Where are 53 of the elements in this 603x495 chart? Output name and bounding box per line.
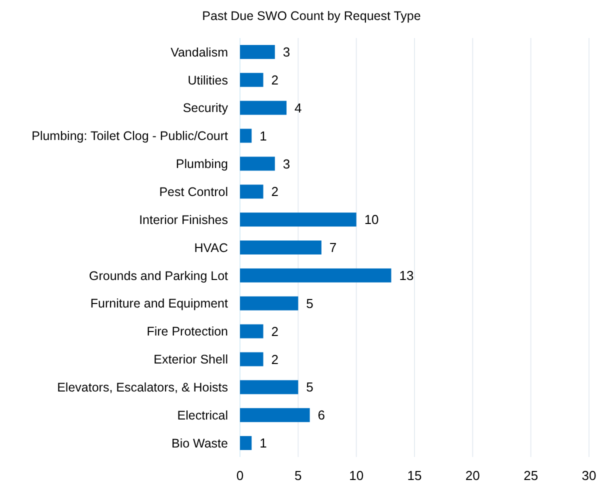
data-label: 6: [318, 408, 326, 423]
data-label: 3: [282, 44, 290, 60]
data-label: 1: [260, 436, 267, 451]
y-tick-label: Plumbing: Toilet Clog - Public/Court: [32, 129, 229, 144]
bar: [240, 436, 252, 450]
data-label: 5: [306, 380, 314, 395]
bar: [240, 44, 275, 59]
x-tick-label: 5: [294, 468, 302, 483]
bar: [240, 184, 264, 199]
data-label: 7: [329, 240, 337, 256]
x-tick-label: 0: [236, 468, 244, 483]
y-tick-label: Utilities: [188, 73, 228, 88]
x-tick-label: 20: [465, 468, 480, 483]
y-tick-label: Pest Control: [159, 185, 228, 200]
data-label: 10: [364, 212, 379, 228]
bar: [240, 156, 275, 171]
x-tick-label: 25: [524, 468, 538, 483]
bar: [240, 268, 392, 282]
bar: [240, 100, 287, 115]
bar: [240, 128, 252, 143]
y-tick-label: Elevators, Escalators, & Hoists: [57, 380, 228, 395]
bar: [240, 212, 356, 227]
y-tick-label: Exterior Shell: [154, 352, 228, 367]
y-tick-label: Vandalism: [170, 45, 228, 60]
bar: [240, 324, 264, 338]
bar: [240, 352, 264, 366]
x-tick-label: 15: [407, 468, 422, 483]
data-label: 4: [294, 100, 302, 116]
y-tick-label: Electrical: [177, 408, 228, 422]
bar: [240, 408, 310, 422]
data-label: 1: [260, 128, 267, 144]
y-tick-label: Plumbing: [176, 157, 228, 172]
y-tick-label: Security: [182, 101, 229, 116]
bar: [240, 240, 322, 254]
data-label: 13: [399, 268, 414, 283]
x-tick-label: 30: [582, 468, 596, 483]
y-tick-label: Grounds and Parking Lot: [89, 268, 229, 283]
data-label: 5: [306, 296, 314, 311]
data-label: 2: [271, 72, 278, 88]
bar: [240, 296, 298, 310]
bar: [240, 380, 298, 394]
chart-title: Past Due SWO Count by Request Type: [202, 9, 421, 23]
bar: [240, 72, 264, 87]
data-label: 2: [271, 184, 278, 200]
y-tick-label: Interior Finishes: [139, 212, 228, 227]
x-tick-label: 10: [349, 468, 364, 483]
data-label: 2: [271, 352, 278, 367]
data-label: 3: [282, 156, 290, 172]
y-tick-label: Furniture and Equipment: [90, 296, 229, 311]
y-tick-label: Fire Protection: [146, 324, 228, 339]
y-tick-label: Bio Waste: [171, 436, 228, 450]
y-tick-label: HVAC: [194, 240, 228, 255]
data-label: 2: [271, 324, 278, 339]
